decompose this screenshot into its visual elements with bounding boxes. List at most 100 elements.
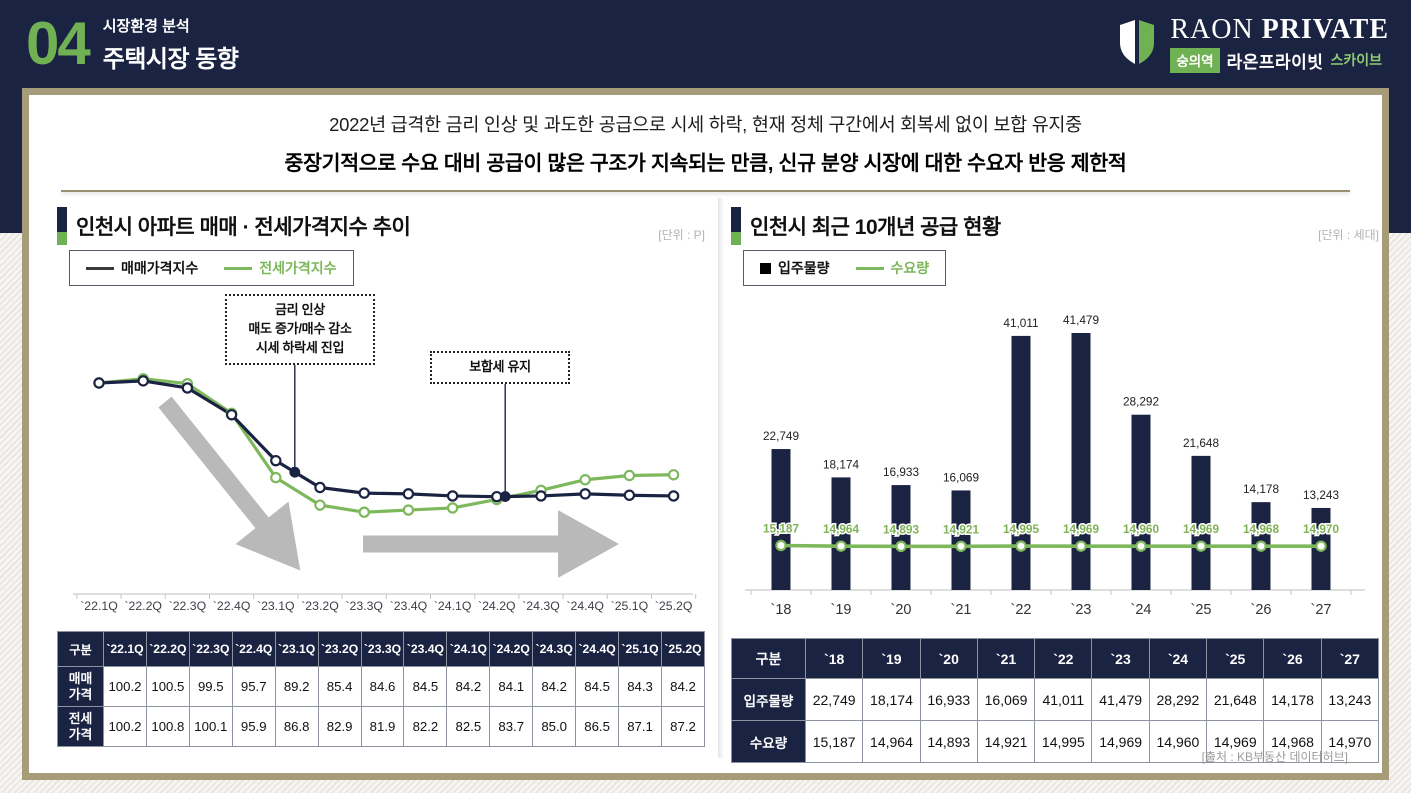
summary-line-1: 2022년 급격한 금리 인상 및 과도한 공급으로 시세 하락, 현재 정체 … <box>329 114 1082 135</box>
table-cell: 81.9 <box>360 706 405 747</box>
bar-value-label: 16,933 <box>883 465 920 479</box>
table-header-cell: `23.2Q <box>317 631 362 667</box>
table-cell: 16,069 <box>976 678 1036 721</box>
table-cell: 84.3 <box>618 666 662 707</box>
table-row: 매매 가격 100.2 100.5 99.5 95.7 89.2 85.4 84.6 84.5 8… <box>57 666 706 707</box>
table-cell: 86.8 <box>274 706 319 747</box>
data-point <box>623 469 636 482</box>
table-cell: 14,178 <box>1263 678 1322 721</box>
data-point <box>667 490 680 502</box>
table-cell: 84.2 <box>446 666 491 707</box>
data-point <box>775 539 787 552</box>
source-note: [출처 : KB부동산 데이터허브] <box>1201 750 1348 764</box>
row-label-cell: 수요량 <box>731 720 806 763</box>
table-cell: 87.1 <box>618 706 662 747</box>
data-point <box>446 490 459 502</box>
slide-number: 04 <box>26 10 91 77</box>
table-cell: 84.2 <box>532 666 577 707</box>
line-value-label: 14,960 <box>1123 522 1160 536</box>
table-header-cell: `22.1Q <box>103 631 147 667</box>
x-axis-label: `19 <box>831 602 852 618</box>
table-header-cell: `24.1Q <box>446 631 491 667</box>
table-row: 전세 가격 100.2 100.8 100.1 95.9 86.8 82.9 81.9 82.2… <box>57 706 706 747</box>
table-cell: 84.5 <box>575 666 620 707</box>
table-cell: 22,749 <box>804 678 864 721</box>
table-header-cell: `19 <box>862 638 921 679</box>
legend-label-demand: 수요량 <box>890 260 930 276</box>
table-row: 입주물량 22,749 18,174 16,933 16,069 41,011 41,479… <box>731 678 1380 721</box>
bar <box>1191 455 1211 590</box>
table-header-cell: `23.1Q <box>274 631 319 667</box>
table-header-cell: `24.3Q <box>532 631 577 667</box>
line-value-label: 14,969 <box>1183 522 1220 536</box>
table-cell: 84.5 <box>403 666 448 707</box>
data-point <box>402 504 415 516</box>
table-cell: 84.2 <box>660 666 706 707</box>
table-cell: 14,960 <box>1148 720 1208 763</box>
table-header-cell: `26 <box>1263 638 1322 679</box>
left-unit-label: [단위 : P] <box>658 227 705 242</box>
table-header-cell: `25.2Q <box>660 631 706 667</box>
table-header-cell: `22.3Q <box>188 631 233 667</box>
line-value-label: 14,969 <box>1063 522 1100 536</box>
supply-bar-swatch <box>760 262 771 274</box>
table-header-cell: `23.4Q <box>403 631 448 667</box>
x-axis-label: `24.2Q <box>478 599 516 613</box>
data-point <box>402 488 415 500</box>
bar-value-label: 28,292 <box>1123 395 1159 409</box>
series-line <box>98 379 674 499</box>
legend-label-sale: 매매가격지수 <box>121 260 199 276</box>
table-header-cell: `21 <box>976 638 1036 679</box>
bar <box>1071 333 1091 590</box>
table-header-cell: `25 <box>1206 638 1265 679</box>
x-axis-label: `18 <box>771 602 792 618</box>
table-cell: 89.2 <box>274 666 319 707</box>
price-index-chart: `22.1Q `22.2Q `22.3Q `22.4Q `23.1Q `23.2Q `23.… <box>57 292 705 627</box>
table-cell: 100.1 <box>188 706 233 747</box>
row-label-cell: 매매 가격 <box>57 666 104 707</box>
table-cell: 87.2 <box>660 706 706 747</box>
sale-line-swatch <box>86 266 114 270</box>
data-point <box>358 487 370 499</box>
table-cell: 28,292 <box>1148 678 1208 721</box>
summary-line-2: 중장기적으로 수요 대비 공급이 많은 구조가 지속되는 만큼, 신규 분양 시… <box>284 152 1127 175</box>
content-panel: 2022년 급격한 금리 인상 및 과도한 공급으로 시세 하락, 현재 정체 … <box>22 88 1389 780</box>
table-header-cell: `23 <box>1091 638 1150 679</box>
table-cell: 82.2 <box>403 706 448 747</box>
x-axis-label: `23.3Q <box>345 599 383 613</box>
x-axis-label: `20 <box>891 602 912 618</box>
line-value-label: 14,970 <box>1303 522 1340 536</box>
section-divider <box>61 190 1350 192</box>
data-point <box>1315 540 1327 552</box>
title-bullet-icon <box>731 207 741 245</box>
line-value-label: 14,964 <box>823 522 860 536</box>
data-point <box>1075 540 1087 552</box>
table-header-cell: `24.2Q <box>489 631 534 667</box>
data-point <box>579 474 591 486</box>
x-axis-label: `21 <box>951 602 972 618</box>
x-axis-label: `22.2Q <box>124 599 162 613</box>
table-cell: 83.7 <box>489 706 534 747</box>
table-cell: 41,011 <box>1034 678 1093 721</box>
bar-value-label: 18,174 <box>823 457 860 471</box>
x-axis-label: `24.4Q <box>566 599 604 613</box>
data-point <box>895 540 907 553</box>
table-cell: 14,969 <box>1091 720 1150 763</box>
table-cell: 14,964 <box>862 720 921 763</box>
data-point <box>446 502 459 514</box>
slide-header: 04 시장환경 분석 주택시장 동향 RAON PRIVATE 숭의역 라온프라… <box>0 0 1411 88</box>
data-point <box>181 382 194 394</box>
table-cell: 99.5 <box>188 666 233 707</box>
x-axis-label: `24.1Q <box>434 599 472 613</box>
line-value-label: 14,995 <box>1003 522 1040 536</box>
table-cell: 100.2 <box>103 666 147 707</box>
table-cell: 85.4 <box>317 666 362 707</box>
table-header-cell: `22 <box>1034 638 1093 679</box>
table-header-cell: `27 <box>1320 638 1380 679</box>
left-chart-legend: 매매가격지수 전세가격지수 <box>69 250 354 286</box>
x-axis-label: `23.1Q <box>257 599 295 613</box>
x-axis-label: `22.4Q <box>213 599 251 613</box>
line-value-label: 14,893 <box>883 522 920 536</box>
title-bullet-icon <box>57 207 67 245</box>
supply-table: 구분 `18 `19 `20 `21 `22 `23 `24 `25 `26 `27 입주물량 22,7… <box>731 638 1380 763</box>
